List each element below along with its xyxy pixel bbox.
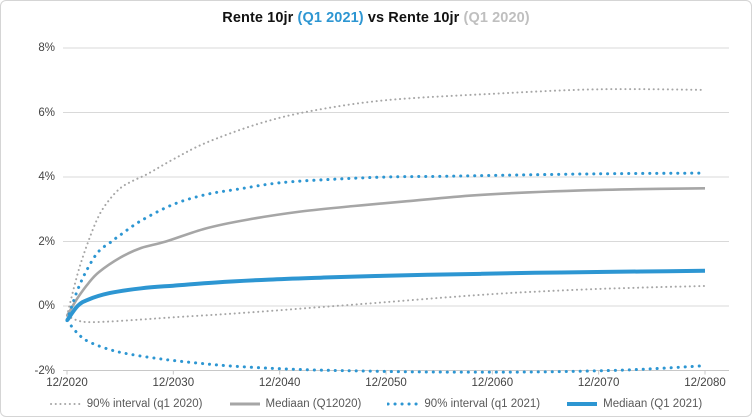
series-mediaan-q12020- [65,187,706,317]
x-axis-label-12/2030: 12/2030 [152,376,195,389]
y-axis-label-6%: 6% [38,106,55,119]
title-part-black2: vs Rente 10jr [363,10,464,26]
chart-title: Rente 10jr (Q1 2021) vs Rente 10jr (Q1 2… [1,10,751,26]
y-axis-label-4%: 4% [38,171,55,183]
x-axis-label-12/2050: 12/2050 [365,376,407,389]
x-axis-label-12/2080: 12/2080 [684,376,726,389]
series-90-interval-q1-2020-lower [66,285,706,324]
legend-item-90-interval-q1-2020-[interactable]: 90% interval (q1 2020) [49,398,203,410]
series-90-interval-q1-2021-lower [65,319,707,374]
legend-item-mediaan-q1-2021-[interactable]: Mediaan (Q1 2021) [566,398,702,410]
legend-solid-line-icon [567,402,598,406]
legend-label: 90% interval (q1 2020) [86,398,203,410]
x-axis-label-12/2020: 12/2020 [46,376,88,389]
title-part-blue: (Q1 2021) [297,10,364,26]
legend-dotted-line-icon [49,403,82,405]
legend-item-90-interval-q1-2021-[interactable]: 90% interval (q1 2021) [387,398,540,410]
legend-label: 90% interval (q1 2021) [424,398,541,410]
title-part-black1: Rente 10jr [222,10,298,26]
legend-dotted-line-icon [387,402,420,406]
x-axis-label-12/2060: 12/2060 [471,376,514,389]
x-axis-label-12/2040: 12/2040 [258,376,301,389]
y-axis-label-2%: 2% [38,235,55,248]
title-part-gray: (Q1 2020) [463,10,530,26]
series-90-interval-q1-2021-upper [65,171,707,323]
chart-legend: 90% interval (q1 2020) Mediaan (Q12020) 90… [1,398,751,410]
y-axis-label-8%: 8% [38,42,55,54]
legend-solid-line-icon [229,402,260,406]
y-axis-label-0%: 0% [38,300,55,312]
series-mediaan-q1-2021- [65,268,706,322]
legend-label: Mediaan (Q12020) [265,398,362,410]
x-axis-label-12/2070: 12/2070 [577,376,620,389]
legend-label: Mediaan (Q1 2021) [603,398,703,410]
y-axis-label--2%: -2% [34,364,55,377]
legend-item-mediaan-q12020-[interactable]: Mediaan (Q12020) [229,398,362,410]
